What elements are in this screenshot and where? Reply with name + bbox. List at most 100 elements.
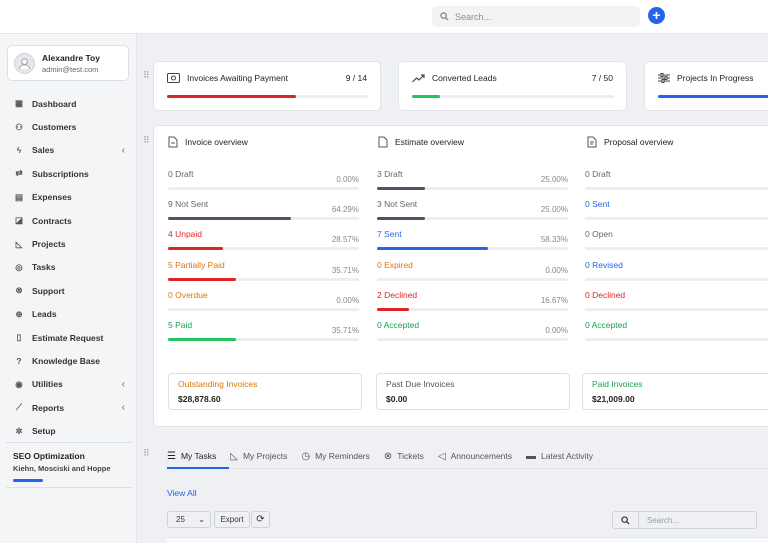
sidebar-item-estimate-request[interactable]: ▯ Estimate Request [0,326,137,349]
user-profile[interactable]: Alexandre Toy admin@test.com [7,45,129,81]
overview-row[interactable]: 4 Unpaid 28.57% [168,229,359,255]
overview-row[interactable]: 9 Not Sent 64.29% [168,199,359,225]
sidebar-item-subscriptions[interactable]: ⇄ Subscriptions [0,162,137,185]
summary-box[interactable]: Outstanding Invoices $28,878.60 [168,373,362,410]
tab-label: My Tasks [180,451,217,461]
overview-row[interactable]: 0 Overdue 0.00% [168,290,359,316]
sidebar-item-setup[interactable]: ✲ Setup [0,419,137,442]
overview-row-percent: 0.00% [336,175,359,184]
tab-latest-activity[interactable]: ▬ Latest Activity [526,448,593,464]
sidebar-item-support[interactable]: ⊗ Support [0,279,137,302]
overview-row[interactable]: 3 Not Sent 25.00% [377,199,568,225]
overview-row-percent: 28.57% [331,235,359,245]
sidebar-item-label: Setup [32,426,56,437]
overview-row[interactable]: 5 Partially Paid 35.71% [168,260,359,286]
user-name: Alexandre Toy [42,52,100,63]
overview-progress-track [585,277,768,281]
sidebar-item-label: Dashboard [32,98,77,109]
overview-row-label: 0 Open [585,229,613,240]
table-search-button[interactable] [612,511,639,529]
overview-row-label: 5 Partially Paid [168,259,225,270]
overview-row[interactable]: 0 Accepted [585,320,768,346]
sidebar-project[interactable]: SEO Optimization Kiehn, Mosciski and Hop… [13,451,133,482]
lifebuoy-icon: ⊗ [15,285,23,296]
tab-my-projects[interactable]: ◺ My Projects [230,448,287,464]
sidebar-item-leads[interactable]: ⊕ Leads [0,303,137,326]
overview-progress-track [585,338,768,341]
tab-divider [167,468,768,469]
overview-row[interactable]: 0 Revised [585,260,768,286]
user-icon: ⚇ [15,121,23,132]
overview-row-label: 0 Overdue [168,289,208,300]
sidebar-item-projects[interactable]: ◺ Projects [0,232,137,255]
add-new-button[interactable]: + [648,7,665,24]
sidebar-item-dashboard[interactable]: ▦ Dashboard [0,92,137,115]
tab-tickets[interactable]: ⊗ Tickets [384,448,424,464]
sidebar-item-sales[interactable]: ϟ Sales ‹ [0,139,137,162]
tab-announcements[interactable]: ◁ Announcements [438,448,512,464]
overview-row[interactable]: 0 Open [585,229,768,255]
overview-row[interactable]: 0 Accepted 0.00% [377,320,568,346]
table-search-input[interactable]: Search... [638,511,757,529]
dashboard-icon: ▦ [14,98,24,109]
search-placeholder: Search... [455,11,492,22]
view-all-link[interactable]: View All [167,488,197,498]
refresh-button[interactable]: ⟳ [251,511,270,528]
page-size-select[interactable]: 25 ⌄ [167,511,211,528]
global-search[interactable]: Search... [432,6,640,27]
sidebar-item-customers[interactable]: ⚇ Customers [0,115,137,138]
document-icon [378,136,388,148]
page-size-value: 25 [176,515,185,524]
sidebar-item-expenses[interactable]: ▤ Expenses [0,186,137,209]
overview-row-label: 0 Accepted [377,320,420,330]
tab-my-reminders[interactable]: ◷ My Reminders [301,448,370,464]
sidebar-item-contracts[interactable]: ◪ Contracts [0,209,137,232]
drag-handle-icon[interactable]: ⠿ [143,448,150,458]
overview-row-label: 0 Sent [585,199,610,210]
drag-handle-icon[interactable]: ⠿ [143,135,150,145]
user-icon [18,57,31,69]
drag-handle-icon[interactable]: ⠿ [143,70,150,80]
overview-row-label: 3 Not Sent [377,199,418,210]
overview-row[interactable]: 0 Expired 0.00% [377,260,568,286]
overview-row[interactable]: 2 Declined 16.67% [377,290,568,316]
chart-icon: ◺ [15,238,23,249]
stat-progress-track [412,95,614,98]
line-chart-icon: ⟋ [16,402,22,413]
tab-my-tasks[interactable]: ☰ My Tasks [167,448,216,464]
active-tab-indicator [167,467,229,469]
overview-row[interactable]: 3 Draft 25.00% [377,169,568,195]
overview-row[interactable]: 0 Draft [585,169,768,195]
chart-icon: ◺ [230,450,238,462]
overview-progress-track [377,187,568,190]
stat-card-projects: Projects In Progress [644,61,768,111]
overview-row-percent: 35.71% [331,265,359,275]
refresh-icon: ⟳ [256,514,265,525]
overview-row-label: 0 Draft [168,169,194,179]
overview-progress-fill [377,187,425,190]
overview-progress-track [585,307,768,311]
export-button[interactable]: Export [214,511,250,528]
overview-row[interactable]: 0 Draft 0.00% [168,169,359,195]
summary-box[interactable]: Paid Invoices $21,009.00 [582,373,768,410]
stat-card-invoices: Invoices Awaiting Payment 9 / 14 [153,61,381,111]
sidebar-item-reports[interactable]: ⟋ Reports ‹ [0,396,137,419]
clock-icon: ◷ [301,450,311,462]
summary-box[interactable]: Past Due Invoices $0.00 [376,373,570,410]
stat-title-label: Projects In Progress [677,73,754,83]
overview-row[interactable]: 7 Sent 58.33% [377,229,568,255]
sidebar-item-tasks[interactable]: ◎ Tasks [0,256,137,279]
sidebar-item-knowledge-base[interactable]: ? Knowledge Base [0,349,137,372]
table-search-placeholder: Search... [647,515,680,525]
overview-row[interactable]: 0 Sent [585,199,768,225]
overview-row[interactable]: 0 Declined [585,290,768,316]
overview-progress-track [168,217,359,221]
summary-value: $0.00 [386,394,408,404]
stat-progress-fill [412,95,441,98]
document-icon: ▯ [16,332,22,343]
sidebar-item-utilities[interactable]: ◉ Utilities ‹ [0,373,137,396]
overview-row[interactable]: 5 Paid 35.71% [168,320,359,346]
overview-progress-track [168,277,359,281]
stat-progress-track [658,95,768,98]
